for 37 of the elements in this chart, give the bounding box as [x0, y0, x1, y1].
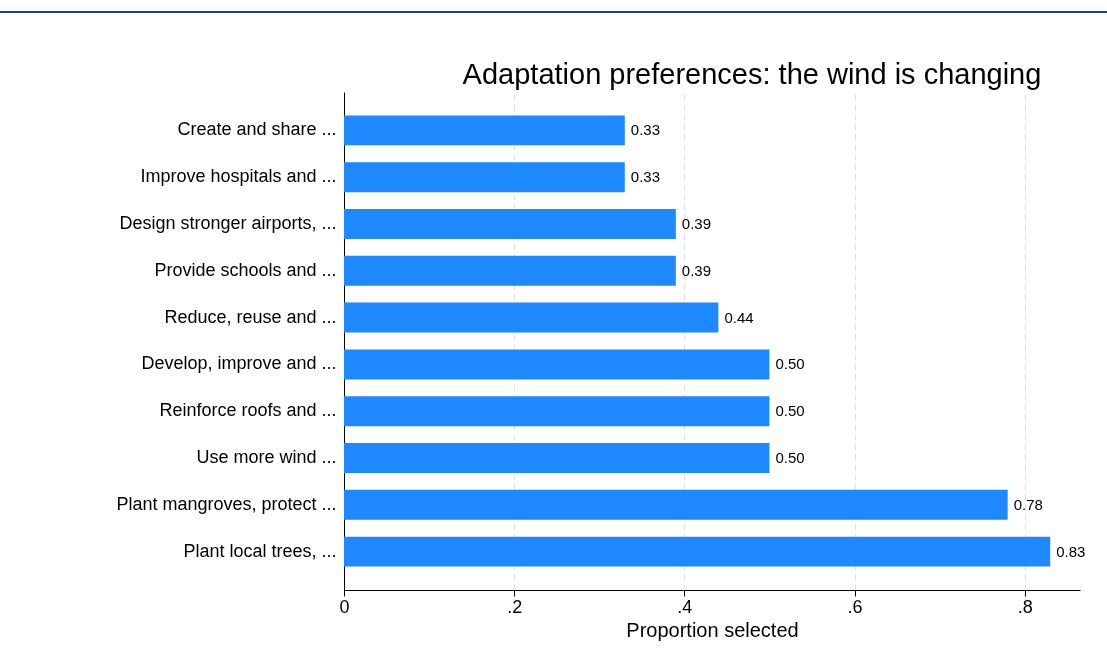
bar	[344, 349, 770, 380]
y-tick-label: Improve hospitals and ...	[140, 166, 337, 187]
data-label: 0.33	[630, 168, 660, 186]
y-tick-label: Design stronger airports, ...	[119, 212, 337, 233]
x-tick-label: .4	[677, 596, 693, 617]
bar	[344, 396, 770, 427]
bar	[344, 489, 1008, 520]
data-label: 0.39	[681, 261, 712, 279]
y-tick-label: Plant local trees, ...	[183, 540, 337, 561]
bar	[344, 536, 1051, 567]
y-tick-label: Provide schools and ...	[154, 259, 337, 280]
x-axis-title: Proportion selected	[626, 618, 799, 641]
bar	[344, 302, 719, 333]
bar	[344, 209, 676, 239]
data-label: 0.78	[1013, 495, 1043, 513]
x-tick-label: 0	[339, 596, 350, 617]
y-tick-label: Reduce, reuse and ...	[164, 306, 337, 327]
data-label: 0.33	[630, 121, 660, 139]
x-tick-label: .2	[507, 596, 523, 617]
y-tick-label: Reinforce roofs and ...	[159, 400, 337, 421]
bar	[344, 162, 625, 193]
data-label: 0.39	[681, 214, 712, 232]
bar	[344, 443, 770, 473]
y-tick-label: Create and share ...	[177, 119, 337, 140]
bar	[344, 255, 676, 286]
data-label: 0.50	[775, 449, 805, 467]
data-label: 0.44	[724, 308, 754, 326]
x-tick-label: .6	[847, 596, 863, 617]
y-tick-label: Use more wind ...	[196, 447, 337, 468]
bar	[344, 115, 625, 146]
data-label: 0.83	[1056, 542, 1086, 560]
data-label: 0.50	[775, 355, 805, 373]
y-tick-label: Develop, improve and ...	[141, 353, 337, 374]
data-label: 0.50	[775, 402, 805, 420]
y-tick-label: Plant mangroves, protect ...	[116, 493, 337, 514]
chart-title: Adaptation preferences: the wind is changing	[462, 58, 1042, 90]
x-tick-label: .8	[1017, 596, 1033, 617]
